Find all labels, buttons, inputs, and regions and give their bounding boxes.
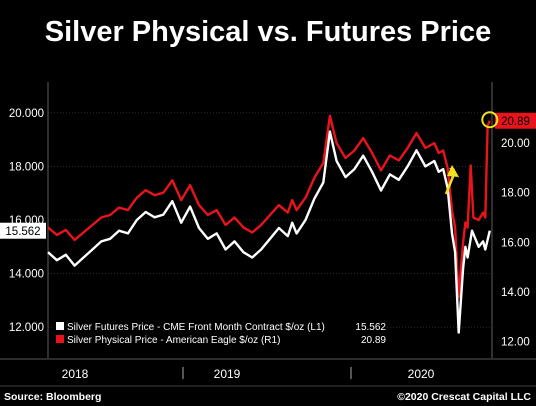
left-tick-label: 20.000 — [9, 108, 44, 120]
legend-swatch — [56, 335, 64, 343]
footer: Source: Bloomberg ©2020 Crescat Capital L… — [0, 385, 536, 403]
source-text: Source: Bloomberg — [4, 391, 101, 403]
legend-label: Silver Futures Price - CME Front Month C… — [67, 322, 325, 333]
right-tick-label: 12.00 — [501, 337, 530, 349]
annotations — [444, 111, 499, 195]
yellow-arrow-shaft — [444, 173, 456, 195]
physical-series-line — [47, 114, 491, 299]
right-tick-label: 14.00 — [501, 287, 530, 299]
right-tick-label: 16.00 — [501, 237, 530, 249]
x-tick-label: 2018 — [62, 367, 89, 381]
x-tick-label: 2020 — [408, 367, 435, 381]
legend-box — [52, 318, 387, 350]
credit-text: ©2020 Crescat Capital LLC — [397, 391, 531, 403]
futures-last-value: 15.562 — [5, 226, 40, 238]
highlight-circle — [481, 111, 499, 129]
grid — [48, 112, 492, 328]
physical-last-value-badge — [495, 112, 536, 129]
legend-value: 15.562 — [355, 322, 386, 333]
chart-title: Silver Physical vs. Futures Price — [44, 16, 492, 48]
yellow-arrow-tip — [447, 165, 459, 177]
physical-last-value: 20.89 — [501, 116, 530, 128]
left-tick-label: 18.000 — [9, 161, 44, 173]
legend-value: 20.89 — [361, 335, 386, 346]
right-axis: 20.00 18.00 16.00 14.00 12.00 20.89 — [491, 82, 536, 358]
left-tick-label: 14.000 — [9, 269, 44, 281]
right-tick-label: 20.00 — [501, 138, 530, 150]
legend: Silver Futures Price - CME Front Month C… — [52, 318, 387, 350]
series-lines — [47, 114, 491, 334]
x-tick-label: 2019 — [214, 367, 241, 381]
legend-label: Silver Physical Price - American Eagle $… — [67, 335, 280, 346]
futures-series-line — [47, 130, 491, 334]
futures-last-value-badge — [0, 222, 46, 239]
legend-swatch — [56, 322, 64, 330]
x-axis: 2018 2019 2020 — [0, 358, 536, 381]
left-tick-label: 12.000 — [9, 322, 44, 334]
right-tick-label: 18.00 — [501, 188, 530, 200]
